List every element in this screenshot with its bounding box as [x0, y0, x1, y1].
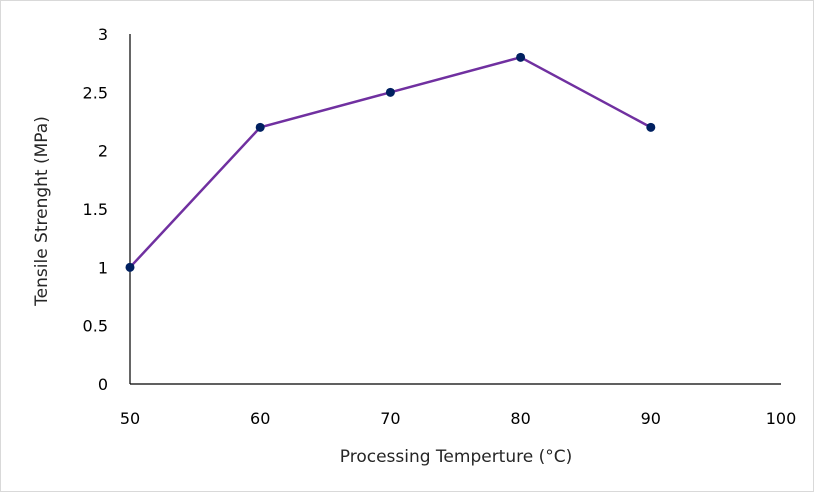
x-tick-labels: 50 60 70 80 90 100 [120, 409, 796, 428]
x-tick-label: 50 [120, 409, 140, 428]
data-point [516, 52, 526, 62]
y-axis-title: Tensile Strenght (MPa) [32, 116, 52, 307]
x-tick-label: 90 [641, 409, 661, 428]
y-tick-label: 1 [98, 258, 108, 277]
x-tick-label: 80 [510, 409, 530, 428]
data-point [385, 87, 395, 97]
y-tick-label: 0 [98, 375, 108, 394]
x-tick-label: 60 [250, 409, 270, 428]
x-axis-title: Processing Temperture (°C) [340, 447, 573, 467]
x-tick-label: 70 [380, 409, 400, 428]
data-point [646, 122, 656, 132]
y-tick-label: 3 [98, 25, 108, 44]
y-tick-labels: 0 0.5 1 1.5 2 2.5 3 [83, 25, 108, 394]
y-tick-label: 1.5 [83, 200, 108, 219]
data-point [125, 262, 135, 272]
data-point [255, 122, 265, 132]
x-tick-label: 100 [766, 409, 797, 428]
y-tick-label: 2 [98, 142, 108, 161]
y-tick-label: 0.5 [83, 317, 108, 336]
y-tick-label: 2.5 [83, 83, 108, 102]
data-points [125, 52, 656, 272]
